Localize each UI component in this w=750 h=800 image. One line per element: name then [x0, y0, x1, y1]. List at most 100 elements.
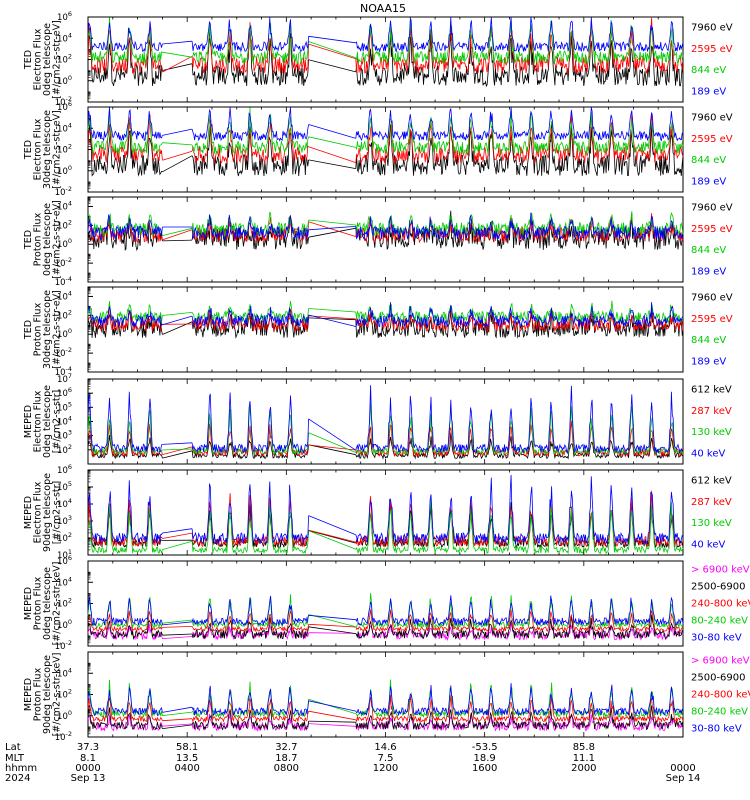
y-axis-label-line: MEPED [23, 678, 34, 711]
series-line [87, 391, 163, 454]
gap-connector [162, 239, 193, 242]
gap-connector [308, 146, 356, 163]
y-axis-label-line: 0deg telescope [42, 385, 53, 458]
series-line [87, 504, 163, 555]
panel-frame [87, 286, 684, 373]
series-line [87, 214, 163, 241]
series-240-800-kev [87, 609, 684, 633]
gap-connector [162, 51, 193, 58]
series-189-ev [87, 17, 684, 53]
legend-entry: 844 eV [691, 155, 726, 166]
series-line [87, 610, 163, 633]
y-axis-label-line: [#/cm2-s-str-keV] [52, 653, 63, 737]
y-axis-label-line: 0deg telescope [42, 567, 53, 640]
legend-entry: 612 keV [691, 385, 732, 396]
axis-row-value: 58.1 [176, 742, 198, 753]
series-line [355, 107, 684, 155]
y-axis-label-line: Proton Flux [33, 667, 44, 721]
gap-connector [162, 621, 193, 626]
gap-connector [162, 636, 193, 639]
series-844-ev [87, 107, 684, 155]
series-line [191, 595, 309, 627]
legend-entry: 7960 eV [691, 23, 733, 34]
y-axis-label-line: TED [23, 50, 34, 70]
series-30-80-kev [87, 595, 684, 627]
y-axis-label-line: [#/cm2-s-str-keV] [52, 562, 63, 646]
series-80-240-kev [87, 679, 684, 719]
gap-connector [308, 614, 356, 628]
series-line [191, 624, 309, 641]
axis-row-value: 7.5 [378, 753, 394, 764]
y-axis-label: TEDProton Flux0deg telescope[#/cm2-s-str… [23, 200, 63, 279]
series-line [87, 480, 163, 544]
legend-entry: 240-800 keV [691, 599, 750, 610]
axis-row-value: 2000 [571, 763, 596, 774]
series-189-ev [87, 212, 684, 241]
y-axis-label-line: 90deg telescope [42, 655, 53, 734]
axis-row-label: Lat [5, 742, 21, 753]
y-axis-label-line: [#/cm2-s-str-eV] [52, 110, 63, 189]
series-7960-ev [87, 121, 684, 177]
legend-entry: > 6900 keV [691, 656, 750, 667]
series-2595-ev [87, 111, 684, 165]
gap-connector [308, 136, 356, 148]
y-axis-label-line: [#/cm2-s-str-eV] [52, 290, 63, 369]
series-line [355, 705, 684, 731]
legend-entry: 2500-6900 [691, 673, 746, 684]
gap-connector [308, 623, 356, 628]
gap-connector [162, 150, 193, 161]
gap-connector [308, 43, 356, 60]
y-axis-label: TEDElectron Flux30deg telescope[#/cm2-s-… [23, 110, 63, 189]
legend-entry: 844 eV [691, 335, 726, 346]
series-612-kev [87, 432, 684, 460]
y-axis-label-line: Proton Flux [33, 212, 44, 266]
series-30-80-kev [87, 683, 684, 717]
legend-entry: 40 keV [691, 539, 725, 550]
axis-row-value: 8.1 [80, 753, 96, 764]
series-line [191, 308, 309, 333]
series-group [87, 474, 684, 555]
legend: 7960 eV 2595 eV 844 eV 189 eV [691, 113, 733, 188]
axis-row-value: Sep 13 [71, 773, 106, 784]
gap-connector [162, 448, 193, 451]
y-axis-label-line: Electron Flux [33, 481, 44, 543]
gap-connector [162, 540, 193, 550]
gap-connector [162, 312, 193, 316]
y-axis-label-line: 90deg telescope [42, 473, 53, 552]
legend: 7960 eV 2595 eV 844 eV 189 eV [691, 23, 733, 98]
time-axis-labels: Lat 37.3 58.1 32.7 14.6 -53.5 85.8 MLT 8.1 13.5 18… [5, 742, 700, 784]
series-line [355, 212, 684, 241]
gap-connector [162, 723, 193, 727]
axis-row-label: hhmm [5, 763, 37, 774]
legend-entry: 287 keV [691, 497, 732, 508]
y-axis-label-line: MEPED [23, 496, 34, 529]
series-group [87, 107, 684, 177]
gap-connector [308, 698, 356, 715]
y-axis-label-line: Electron Flux [33, 390, 44, 452]
series-group [87, 593, 684, 642]
legend-entry: 189 eV [691, 356, 726, 367]
legend-entry: 612 keV [691, 476, 732, 487]
y-axis-label-line: TED [23, 320, 34, 340]
legend-entry: 30-80 keV [691, 633, 742, 644]
gap-connector [308, 227, 356, 238]
legend-entry: 287 keV [691, 406, 732, 417]
axis-row-value: 13.5 [176, 753, 198, 764]
axis-row-value: 0800 [274, 763, 299, 774]
series-line [355, 107, 684, 142]
series-line [191, 423, 309, 457]
gap-connector [162, 55, 193, 73]
y-axis-label-line: [#/cm2-s-str-eV] [52, 20, 63, 99]
series-line [87, 17, 163, 65]
y-axis-label-line: [#/cm2-s-str-eV] [52, 200, 63, 279]
legend: 612 keV 287 keV 130 keV 40 keV [691, 476, 732, 551]
legend-entry: 2595 eV [691, 134, 733, 145]
